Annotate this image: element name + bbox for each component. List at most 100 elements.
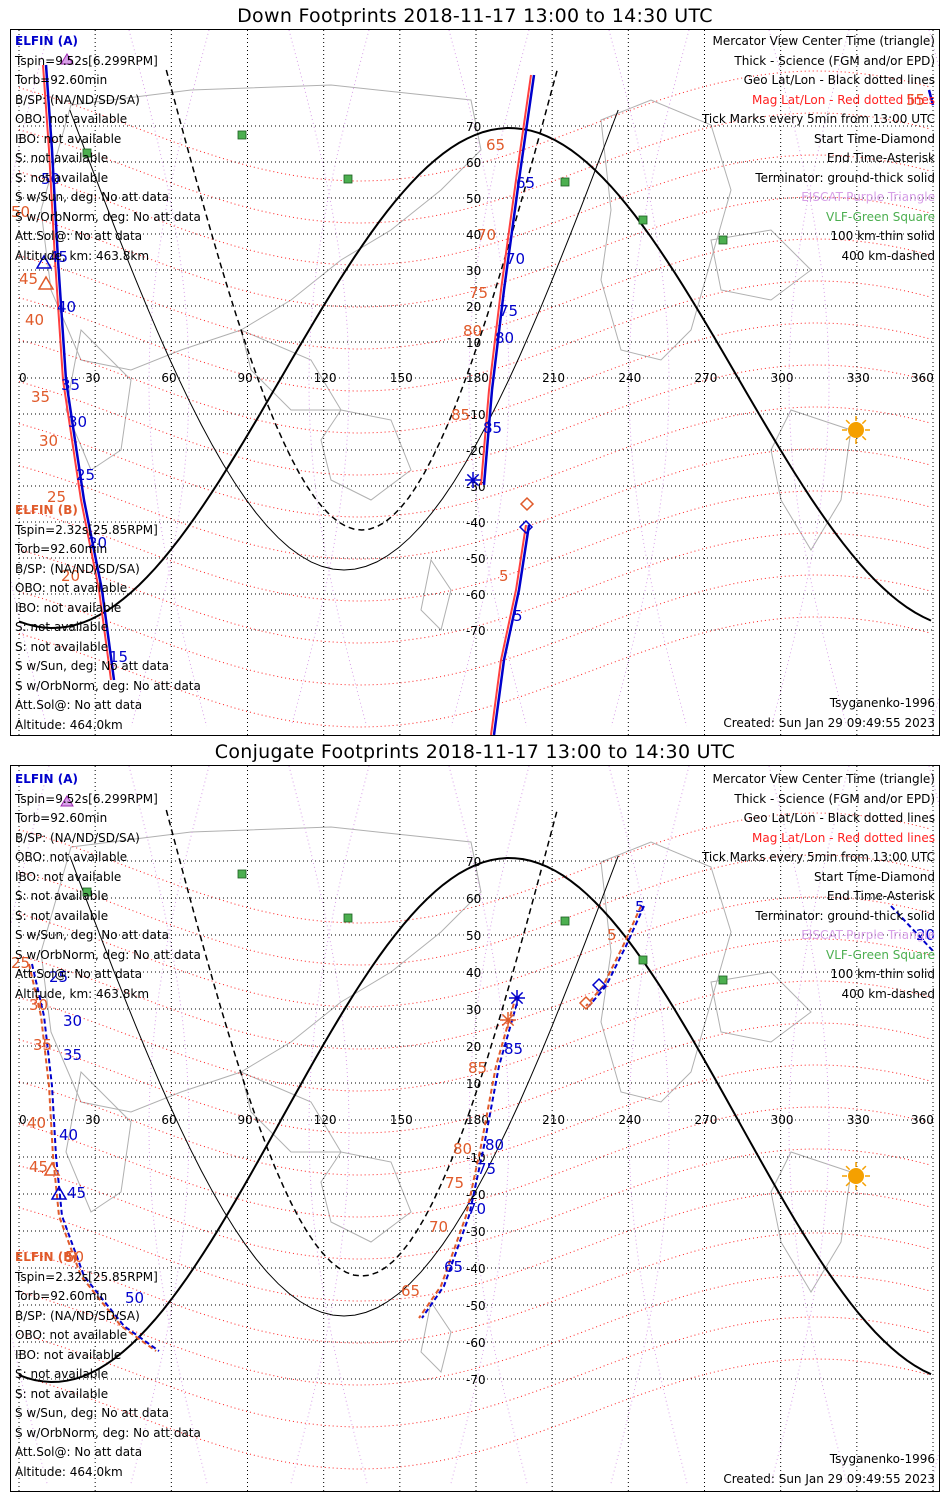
lon-tick-label: 180 [466, 1113, 489, 1127]
lon-tick-label: 60 [161, 371, 176, 385]
coastline [770, 409, 852, 551]
legend-item: Geo Lat/Lon - Black dotted lines [743, 73, 935, 87]
lon-tick-label: 0 [19, 1113, 27, 1127]
track-a-mag-label: 65 [401, 1282, 420, 1300]
track-a-tick-label: 65 [516, 174, 535, 192]
lat-tick-label: 40 [466, 228, 481, 242]
track-a-mag-label: 85 [468, 1059, 487, 1077]
track-b-tick-label: 50 [41, 170, 60, 188]
lat-tick-label: 40 [466, 966, 481, 980]
eiscat-triangle [60, 53, 74, 65]
track-a-tick-label: 70 [467, 1200, 486, 1218]
vlf-station-square [82, 148, 92, 158]
elfin-b-line: S: not available [15, 620, 109, 634]
lon-tick-label: 120 [314, 1113, 337, 1127]
lat-tick-label: -70 [466, 1373, 486, 1387]
track-b-tick-label: 30 [63, 1012, 82, 1030]
legend-item: 100 km-thin solid [830, 967, 935, 981]
lat-tick-label: -50 [466, 552, 486, 566]
track-a-mag-label: 70 [429, 1218, 448, 1236]
elfin-a-line: S: not available [15, 170, 109, 185]
lat-tick-label: -20 [466, 444, 486, 458]
map-canvas: 0 30 60 90 120 150 180 210 240 270 300 330 360 70 60 50… [11, 766, 939, 1491]
elfin-b-line: B/SP: (NA/ND/SD/SA) [15, 1308, 140, 1323]
lon-tick-label: 270 [695, 1113, 718, 1127]
elfin-a-mag-track [585, 905, 642, 1007]
coastline [240, 329, 342, 411]
sun-ray [845, 1181, 851, 1187]
lat-tick-label: 20 [466, 300, 481, 314]
track-b-tick-label: 40 [57, 298, 76, 316]
sun-icon [848, 1168, 864, 1184]
map-panel-conjugate: 0 30 60 90 120 150 180 210 240 270 300 330 360 70 60 50… [10, 765, 940, 1492]
lat-tick-label: 30 [466, 264, 481, 278]
legend-item: EISCAT-Purple Triangle [801, 928, 935, 942]
elfin-a-line: Altitude, km: 463.8km [15, 248, 150, 263]
model-label: Tsyganenko-1996 [829, 696, 935, 710]
footprint-100km-line [69, 855, 619, 1317]
lat-tick-label: 30 [466, 1003, 481, 1017]
legend-item: VLF-Green Square [826, 947, 935, 962]
lon-tick-label: 240 [618, 371, 641, 385]
track-a-mag-label: 85 [451, 406, 470, 424]
elfin-a-header: ELFIN (A) [15, 34, 78, 48]
elfin-b-line: B/SP: (NA/ND/SD/SA) [15, 561, 140, 576]
terminator-line [18, 126, 932, 630]
mag-lon-line [11, 766, 50, 1487]
elfin-b-track [890, 905, 934, 952]
elfin-a-line: S w/Sun, deg: No att data [15, 928, 169, 942]
lon-tick-label: 300 [771, 371, 794, 385]
panel-title: Conjugate Footprints 2018-11-17 13:00 to… [214, 741, 736, 763]
track-b-tick-label: 40 [59, 1126, 78, 1144]
elfin-b-line: Torb=92.60min [15, 542, 108, 556]
legend-item: Tick Marks every 5min from 13:00 UTC [701, 850, 935, 864]
elfin-a-line: OBO: not available [15, 112, 128, 126]
elfin-b-line: Att.Sol@: No att data [15, 1445, 143, 1459]
created-label: Created: Sun Jan 29 09:49:55 2023 [723, 1472, 935, 1486]
coastline [600, 99, 732, 361]
lon-tick-label: 30 [85, 1113, 100, 1127]
elfin-b-line: S: not available [15, 639, 109, 654]
elfin-a-line: Torb=92.60min [15, 73, 108, 87]
vlf-station-square [638, 215, 648, 225]
legend-item: Mercator View Center Time (triangle) [712, 772, 935, 786]
lon-tick-label: 300 [771, 1113, 794, 1127]
track-a-mag-label: 75 [445, 1174, 464, 1192]
vlf-station-square [718, 235, 728, 245]
lat-tick-label: -30 [466, 1225, 486, 1239]
elfin-b-line: Torb=92.60min [15, 1289, 108, 1303]
elfin-b-track [44, 64, 116, 681]
lat-tick-label: 60 [466, 892, 481, 906]
lat-tick-label: 70 [466, 120, 481, 134]
elfin-a-line: S w/OrbNorm, deg: No att data [15, 209, 201, 224]
track-a-mag-label: 70 [477, 226, 496, 244]
lon-tick-label: 0 [19, 371, 27, 385]
elfin-b-line: Tspin=2.32s[25.85RPM] [15, 1269, 158, 1284]
mag-lon-line [288, 766, 350, 1487]
mag-lon-line [448, 766, 510, 1487]
track-a-tick-label: 65 [444, 1258, 463, 1276]
mag-lon-line [128, 766, 190, 1487]
mag-lon-line [768, 30, 830, 727]
lon-tick-label: 360 [911, 1113, 934, 1127]
elfin-a-line: S w/OrbNorm, deg: No att data [15, 947, 201, 962]
legend-item: Geo Lat/Lon - Black dotted lines [743, 811, 935, 825]
track-b-mag-label: 50 [65, 1248, 84, 1266]
lat-tick-label: -60 [466, 588, 486, 602]
end-time-asterisk [466, 473, 480, 487]
map-panel-down: 0 30 60 90 120 150 180 210 240 270 300 330 360 70 60 50… [10, 29, 940, 736]
legend-item: Mag Lat/Lon - Red dotted lines [751, 830, 935, 845]
lon-tick-label: 90 [238, 1113, 253, 1127]
lon-tick-label: 330 [847, 1113, 870, 1127]
lon-tick-label: 240 [618, 1113, 641, 1127]
legend-item: Tick Marks every 5min from 13:00 UTC [701, 112, 935, 126]
lat-tick-label: -50 [466, 1299, 486, 1313]
elfin-a-line: Altitude, km: 463.8km [15, 986, 150, 1001]
mag-lon-line [608, 30, 670, 727]
elfin-b-info: ELFIN (B) Tspin=2.32s[25.85RPM] Torb=92.… [15, 1248, 201, 1482]
end-time-asterisk [501, 1013, 515, 1027]
start-time-diamond [518, 519, 534, 535]
elfin-b-line: IBO: not available [15, 600, 122, 615]
mag-lon-line [11, 30, 50, 727]
elfin-a-mag-track [480, 74, 532, 486]
